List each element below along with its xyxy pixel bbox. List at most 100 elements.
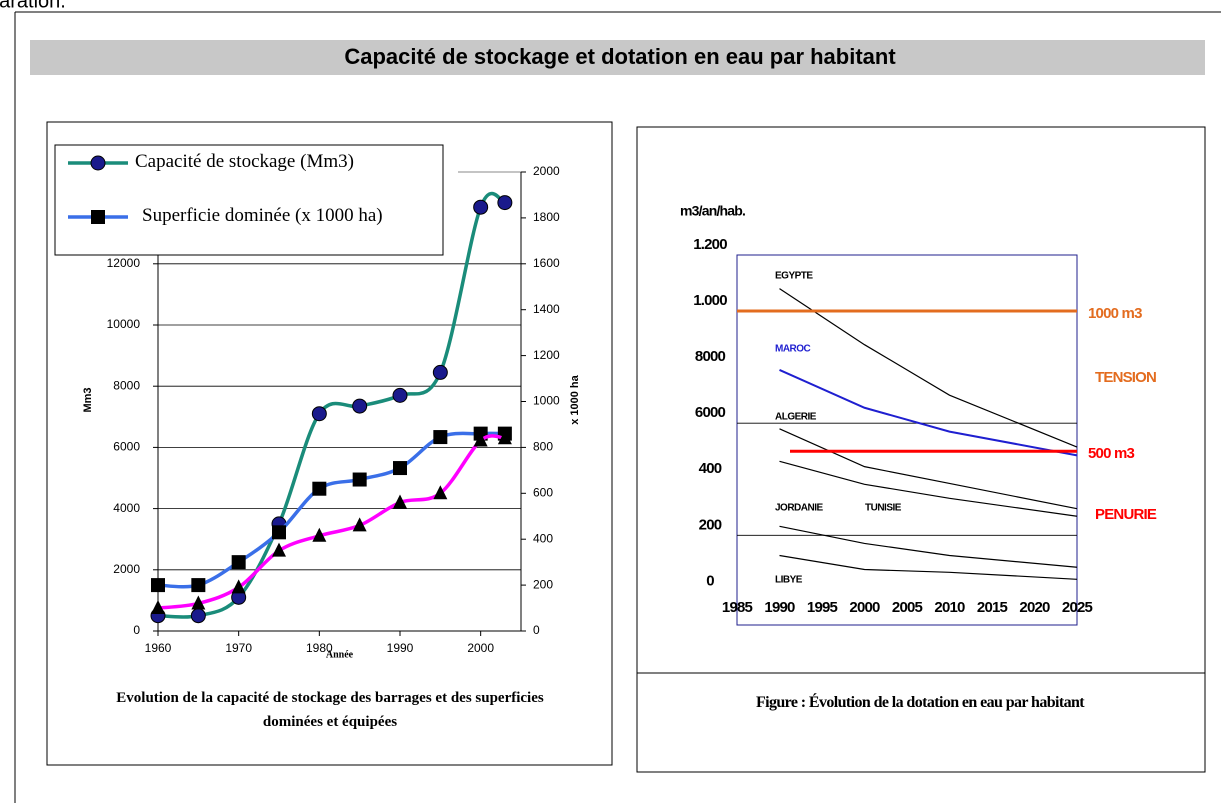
y-tick-label: 10000 <box>107 317 141 331</box>
series-label: LIBYE <box>775 575 803 586</box>
caption: Figure : Évolution de la dotation en eau… <box>755 694 1085 711</box>
y-axis-label: m3/an/hab. <box>680 203 745 219</box>
series-label: MAROC <box>775 344 811 355</box>
marker <box>433 430 448 445</box>
x-tick-label: 1985 <box>722 599 753 616</box>
marker <box>312 527 327 542</box>
marker <box>191 578 206 593</box>
marker <box>151 600 165 615</box>
marker <box>393 494 407 509</box>
series-line <box>779 369 1078 457</box>
marker <box>432 364 448 380</box>
y2-tick-label: 2000 <box>533 164 560 178</box>
marker <box>91 210 105 224</box>
x-tick-label: 2020 <box>1019 599 1050 616</box>
y2-tick-label: 0 <box>533 623 540 637</box>
y2-tick-label: 1400 <box>533 302 560 316</box>
marker <box>272 542 286 557</box>
x-tick-label: 1960 <box>145 641 172 655</box>
marker <box>191 595 206 610</box>
x-tick-label: 2010 <box>934 599 965 616</box>
y2-tick-label: 600 <box>533 485 553 499</box>
y-tick-label: 12000 <box>107 256 141 270</box>
series-label: JORDANIE <box>775 503 824 514</box>
x-tick-label: 2025 <box>1062 599 1093 616</box>
marker <box>311 406 327 422</box>
x-tick-label: 2000 <box>849 599 880 616</box>
series-line <box>779 288 1078 448</box>
marker <box>352 517 367 532</box>
marker <box>312 481 327 496</box>
marker <box>497 430 512 445</box>
marker <box>231 555 246 570</box>
marker <box>190 608 206 624</box>
zone-label: PENURIE <box>1095 506 1157 523</box>
x-tick-label: 1970 <box>225 641 252 655</box>
series-line <box>779 525 1078 568</box>
marker <box>392 387 408 403</box>
y-tick-label: 6000 <box>113 440 140 454</box>
y-tick-label: 8000 <box>695 348 726 365</box>
series-label: EGYPTE <box>775 271 813 282</box>
x-tick-label: 2015 <box>977 599 1008 616</box>
y2-tick-label: 400 <box>533 531 553 545</box>
legend-label: Capacité de stockage (Mm3) <box>135 151 354 172</box>
chart-box <box>636 126 1206 773</box>
marker <box>90 155 106 171</box>
y-tick-label: 0 <box>133 623 140 637</box>
threshold-label: 500 m3 <box>1088 445 1135 462</box>
marker <box>393 461 407 476</box>
series-line <box>157 434 506 610</box>
fragment: paration. <box>0 0 66 12</box>
series-label: TUNISIE <box>865 503 902 514</box>
caption: Evolution de la capacité de stockage des… <box>116 690 544 730</box>
marker <box>473 199 489 215</box>
marker <box>231 579 246 594</box>
x-tick-label: 1990 <box>387 641 414 655</box>
title-bar <box>30 40 1205 75</box>
y2-tick-label: 800 <box>533 440 553 454</box>
marker <box>272 525 286 540</box>
series-line <box>157 431 505 589</box>
marker <box>352 398 368 414</box>
plot-frame <box>736 254 1078 626</box>
y2-tick-label: 1200 <box>533 348 560 362</box>
y-tick-label: 0 <box>706 572 714 589</box>
series-line <box>779 554 1078 580</box>
marker <box>473 432 488 447</box>
y-tick-label: 2000 <box>113 562 140 576</box>
y-tick-label: 8000 <box>113 378 140 392</box>
x-tick-label: 2000 <box>467 641 494 655</box>
y-tick-label: 4000 <box>113 501 140 515</box>
y-tick-label: 6000 <box>695 404 726 421</box>
page-title: Capacité de stockage et dotation en eau … <box>344 44 896 69</box>
x-axis-label: Année <box>326 649 354 660</box>
y2-tick-label: 1600 <box>533 256 560 270</box>
y2-tick-label: 1800 <box>533 210 560 224</box>
y2-tick-label: 200 <box>533 577 553 591</box>
series-line <box>157 191 506 619</box>
zone-label: TENSION <box>1095 369 1156 386</box>
marker <box>497 195 513 211</box>
series-line <box>779 428 1078 510</box>
marker <box>433 485 448 500</box>
y-axis-label: Mm3 <box>82 387 94 412</box>
y2-axis-label: x 1000 ha <box>569 374 581 424</box>
legend-label: Superficie dominée (x 1000 ha) <box>142 205 383 226</box>
series-line <box>779 460 1078 517</box>
x-tick-label: 1990 <box>764 599 795 616</box>
y-tick-label: 1.000 <box>693 292 727 309</box>
x-tick-label: 2005 <box>892 599 923 616</box>
x-tick-label: 1980 <box>306 641 333 655</box>
y2-tick-label: 1000 <box>533 394 560 408</box>
threshold-label: 1000 m3 <box>1088 305 1142 322</box>
series-label: ALGERIE <box>775 412 817 423</box>
marker <box>151 578 165 593</box>
x-tick-label: 1995 <box>807 599 838 616</box>
y-tick-label: 400 <box>699 460 722 477</box>
y-tick-label: 200 <box>699 516 722 533</box>
y-tick-label: 1.200 <box>693 236 727 253</box>
marker <box>352 472 367 487</box>
